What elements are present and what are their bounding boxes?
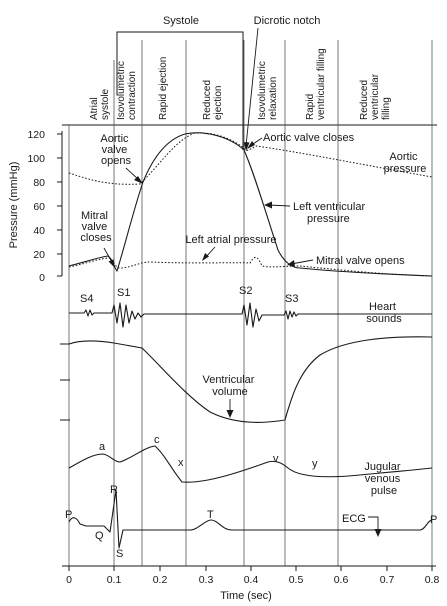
systole-label: Systole <box>163 15 199 27</box>
ecg-s-label: S <box>116 548 123 560</box>
mitral-valve-closes-arrowhead <box>108 259 115 268</box>
volume-tick-marks <box>60 343 70 421</box>
s4-label: S4 <box>80 293 93 305</box>
heart-sounds-waveform <box>69 302 432 328</box>
tick-0: 0 <box>39 272 45 284</box>
s1-label: S1 <box>117 287 130 299</box>
mitral-valve-opens-arrowhead <box>287 260 295 267</box>
wave-y-label: y <box>312 458 318 470</box>
pressure-annotations: Aortic valve opens Aortic valve closes A… <box>80 132 426 268</box>
ecg-trace: P Q R S T ECG P <box>65 484 437 560</box>
time-tick-marks <box>68 566 433 571</box>
ecg-p-left-label: P <box>65 509 72 521</box>
aortic-pressure-curve <box>68 132 433 185</box>
jugular-venous-pulse-curve <box>68 445 433 483</box>
ventricular-volume-curve <box>68 336 433 423</box>
time-tick-0-5: 0.5 <box>289 574 304 586</box>
jugular-venous-pulse-trace: a c x v y Jugular venous pulse <box>68 434 433 497</box>
pressure-tick-marks <box>57 133 62 277</box>
time-tick-0-6: 0.6 <box>334 574 349 586</box>
phase-reduced-ventricular-filling: Reduced ventricular filling <box>359 71 392 120</box>
phase-header: Systole Dicrotic notch Atrial systole Is… <box>62 15 437 151</box>
time-axis: 0 0.1 0.2 0.3 0.4 0.5 0.6 0.7 0.8 Time (… <box>62 565 440 602</box>
time-axis-label: Time (sec) <box>220 590 272 602</box>
time-tick-0-2: 0.2 <box>153 574 168 586</box>
ecg-q-label: Q <box>95 530 104 542</box>
ecg-arrowhead <box>374 529 382 537</box>
aortic-valve-closes-label: Aortic valve closes <box>263 132 355 144</box>
pressure-axis-label: Pressure (mmHg) <box>8 162 20 249</box>
heart-sounds-trace: S4 S1 S2 S3 Heart sounds <box>69 285 432 328</box>
pressure-axis: Pressure (mmHg) 120 100 80 60 40 20 0 <box>8 129 63 284</box>
aortic-valve-opens-label: Aortic valve opens <box>100 133 131 167</box>
phase-isovolumetric-contraction: Isovolumetric contraction <box>116 58 138 120</box>
time-tick-0-7: 0.7 <box>380 574 395 586</box>
tick-120: 120 <box>27 129 45 141</box>
mitral-valve-opens-label: Mitral valve opens <box>316 255 405 267</box>
ecg-r-label: R <box>110 484 118 496</box>
wave-x-label: x <box>178 457 184 469</box>
ecg-pointer <box>368 516 379 532</box>
tick-40: 40 <box>33 225 45 237</box>
ventricular-volume-trace: Ventricular volume <box>68 336 433 423</box>
ventricular-volume-arrowhead <box>226 410 234 418</box>
left-atrial-pressure-label: Left atrial pressure <box>185 234 276 246</box>
wave-c-label: c <box>154 434 160 446</box>
phase-reduced-ejection: Reduced ejection <box>202 77 224 120</box>
phase-rapid-ejection: Rapid ejection <box>158 57 169 120</box>
ecg-t-label: T <box>207 509 214 521</box>
jugular-venous-pulse-label: Jugular venous pulse <box>364 461 403 497</box>
aortic-valve-closes-arrowhead <box>247 141 255 149</box>
tick-60: 60 <box>33 201 45 213</box>
pressure-ticks: 120 100 80 60 40 20 0 <box>27 129 62 284</box>
ecg-p-right-label: P <box>430 514 437 526</box>
systole-bracket <box>116 31 244 150</box>
ventricular-volume-label: Ventricular volume <box>202 374 257 398</box>
ecg-waveform <box>68 489 433 549</box>
phase-rapid-ventricular-filling: Rapid ventricular filling <box>305 48 327 120</box>
aortic-pressure-label: Aortic pressure <box>384 151 427 175</box>
dicrotic-notch-label: Dicrotic notch <box>254 15 321 27</box>
tick-100: 100 <box>27 153 45 165</box>
lv-pressure-label: Left ventricular pressure <box>293 201 368 225</box>
dicrotic-notch-pointer <box>245 27 259 147</box>
tick-20: 20 <box>33 249 45 261</box>
volume-axis-markers <box>60 343 70 421</box>
time-tick-0: 0 <box>66 574 72 586</box>
aortic-valve-opens-arrowhead <box>134 176 143 184</box>
mitral-valve-opens-arrow <box>290 259 314 265</box>
wave-v-label: v <box>273 453 279 465</box>
ecg-label: ECG <box>342 513 366 525</box>
wave-a-label: a <box>99 441 106 453</box>
s2-label: S2 <box>239 285 252 297</box>
s3-label: S3 <box>285 293 298 305</box>
mitral-valve-closes-label: Mitral valve closes <box>80 210 112 244</box>
time-tick-0-1: 0.1 <box>107 574 122 586</box>
time-tick-0-4: 0.4 <box>244 574 259 586</box>
phase-isovolumetric-relaxation: Isovolumetric relaxation <box>257 58 279 120</box>
time-tick-0-8: 0.8 <box>425 574 440 586</box>
tick-80: 80 <box>33 177 45 189</box>
phase-atrial-systole: Atrial systole <box>89 88 111 120</box>
heart-sounds-label: Heart sounds <box>366 301 402 325</box>
time-tick-0-3: 0.3 <box>199 574 214 586</box>
phase-boundaries <box>68 40 433 566</box>
dicrotic-notch-arrowhead <box>243 142 250 151</box>
phase-labels: Atrial systole Isovolumetric contraction… <box>89 48 392 120</box>
left-atrial-pressure-arrowhead <box>202 253 209 261</box>
lv-pressure-arrowhead <box>264 201 272 209</box>
